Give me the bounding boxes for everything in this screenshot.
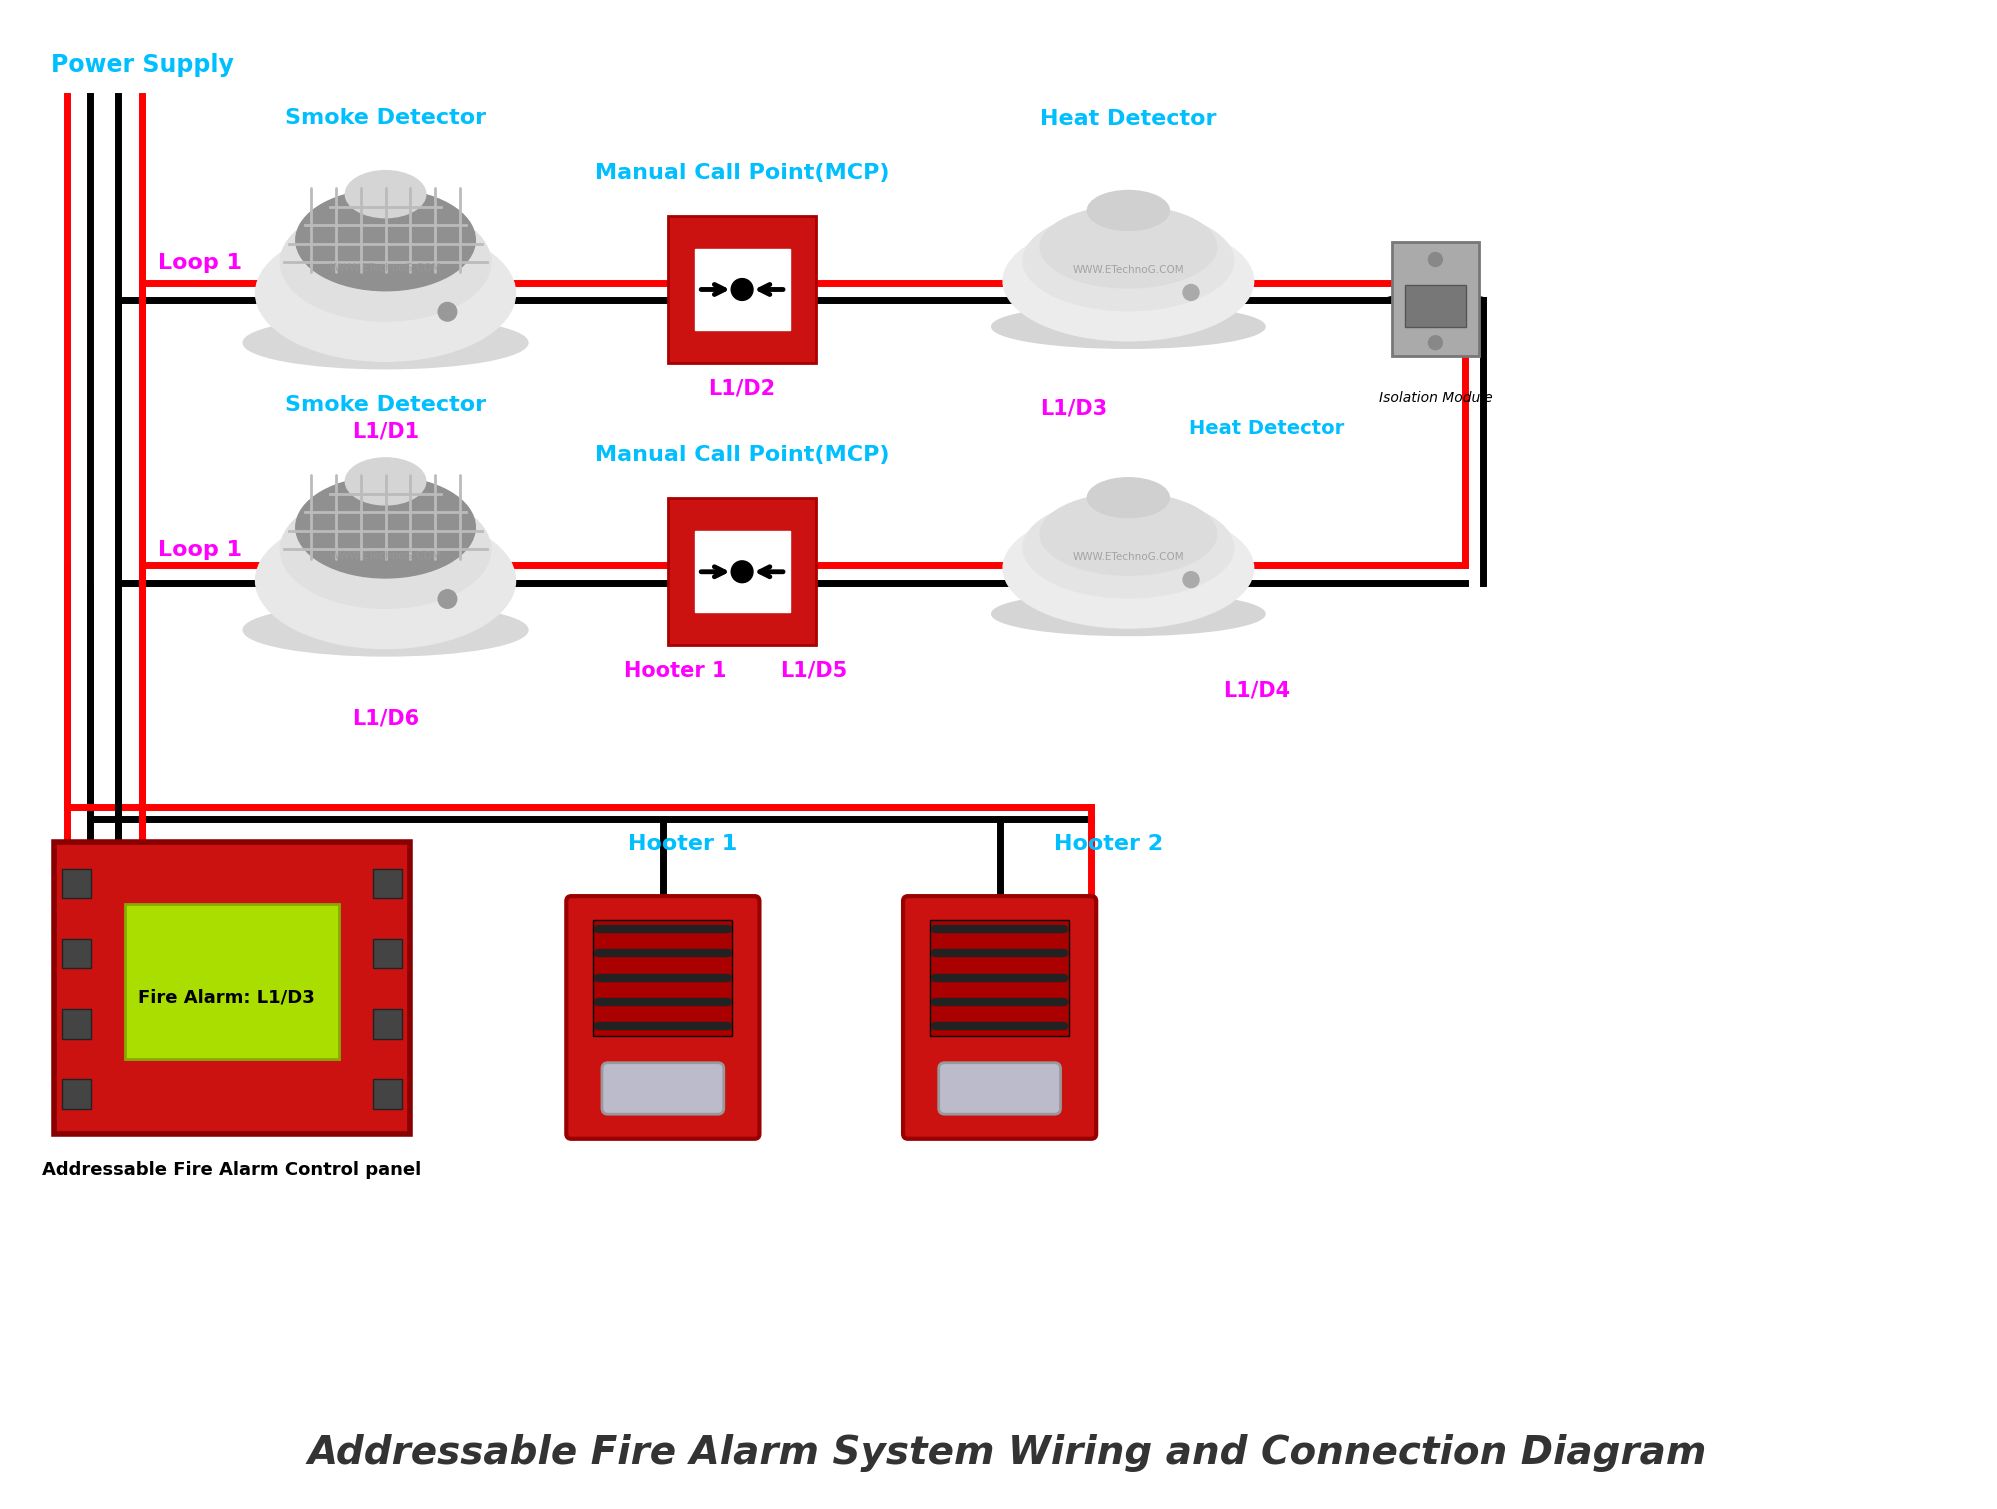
FancyBboxPatch shape	[62, 1079, 92, 1109]
FancyBboxPatch shape	[62, 939, 92, 969]
Text: L1/D2: L1/D2	[709, 379, 775, 398]
Ellipse shape	[993, 305, 1264, 349]
Text: L1/D1: L1/D1	[351, 421, 419, 441]
Ellipse shape	[296, 477, 475, 578]
Text: WWW.ETechnoG.COM: WWW.ETechnoG.COM	[330, 264, 441, 273]
Text: L1/D3: L1/D3	[1040, 398, 1108, 418]
Text: L1/D6: L1/D6	[351, 708, 419, 729]
FancyBboxPatch shape	[695, 531, 789, 613]
Ellipse shape	[993, 592, 1264, 635]
Ellipse shape	[256, 225, 515, 361]
Circle shape	[1182, 285, 1198, 300]
Ellipse shape	[244, 317, 527, 368]
Text: Manual Call Point(MCP): Manual Call Point(MCP)	[595, 163, 889, 183]
Text: Manual Call Point(MCP): Manual Call Point(MCP)	[595, 445, 889, 465]
Text: Hooter 2: Hooter 2	[1054, 834, 1162, 854]
Circle shape	[1182, 572, 1198, 587]
Ellipse shape	[1040, 205, 1216, 288]
Text: Heat Detector: Heat Detector	[1040, 109, 1216, 130]
FancyBboxPatch shape	[695, 249, 789, 330]
Ellipse shape	[1088, 478, 1170, 518]
FancyBboxPatch shape	[373, 1010, 401, 1038]
Circle shape	[731, 279, 753, 300]
Text: Hooter 1: Hooter 1	[627, 834, 737, 854]
Text: Heat Detector: Heat Detector	[1190, 418, 1344, 438]
Ellipse shape	[1088, 190, 1170, 231]
FancyBboxPatch shape	[373, 1079, 401, 1109]
FancyBboxPatch shape	[62, 1010, 92, 1038]
FancyBboxPatch shape	[126, 904, 339, 1059]
Text: Loop 1: Loop 1	[158, 540, 242, 560]
Text: WWW.ETechnoG.COM: WWW.ETechnoG.COM	[1072, 552, 1184, 561]
Text: Loop 1: Loop 1	[158, 252, 242, 273]
FancyBboxPatch shape	[939, 1062, 1060, 1114]
Circle shape	[437, 590, 457, 608]
Ellipse shape	[1002, 222, 1254, 341]
Text: Isolation Module: Isolation Module	[1378, 391, 1492, 404]
FancyBboxPatch shape	[54, 842, 409, 1133]
FancyBboxPatch shape	[903, 896, 1096, 1139]
Ellipse shape	[345, 171, 425, 217]
Text: L1/D5: L1/D5	[779, 661, 847, 681]
FancyBboxPatch shape	[373, 939, 401, 969]
Ellipse shape	[345, 457, 425, 506]
FancyBboxPatch shape	[373, 869, 401, 898]
FancyBboxPatch shape	[1404, 285, 1466, 326]
Ellipse shape	[244, 604, 527, 656]
Ellipse shape	[296, 189, 475, 291]
Text: Addressable Fire Alarm System Wiring and Connection Diagram: Addressable Fire Alarm System Wiring and…	[308, 1434, 1707, 1473]
FancyBboxPatch shape	[931, 919, 1068, 1037]
Ellipse shape	[1022, 210, 1234, 311]
FancyBboxPatch shape	[667, 216, 817, 362]
Circle shape	[1428, 252, 1442, 267]
Text: L1/D4: L1/D4	[1224, 681, 1290, 700]
Text: Addressable Fire Alarm Control panel: Addressable Fire Alarm Control panel	[42, 1160, 421, 1179]
Circle shape	[1428, 335, 1442, 350]
Text: Smoke Detector: Smoke Detector	[286, 395, 485, 415]
FancyBboxPatch shape	[667, 498, 817, 644]
Text: WWW.ETechnoG.COM: WWW.ETechnoG.COM	[330, 551, 441, 561]
Ellipse shape	[280, 490, 491, 608]
Text: WWW.ETechnoG.COM: WWW.ETechnoG.COM	[1072, 264, 1184, 275]
FancyBboxPatch shape	[1392, 243, 1480, 356]
Text: Power Supply: Power Supply	[50, 53, 234, 77]
Text: Fire Alarm: L1/D3: Fire Alarm: L1/D3	[138, 988, 316, 1007]
FancyBboxPatch shape	[601, 1062, 723, 1114]
Ellipse shape	[1002, 509, 1254, 628]
FancyBboxPatch shape	[62, 869, 92, 898]
Text: Smoke Detector: Smoke Detector	[286, 109, 485, 128]
FancyBboxPatch shape	[567, 896, 759, 1139]
Text: Hooter 1: Hooter 1	[623, 661, 727, 681]
FancyBboxPatch shape	[593, 919, 733, 1037]
Circle shape	[437, 302, 457, 321]
Ellipse shape	[1022, 498, 1234, 598]
Ellipse shape	[256, 513, 515, 649]
Circle shape	[731, 561, 753, 582]
Ellipse shape	[1040, 493, 1216, 575]
Ellipse shape	[280, 204, 491, 321]
